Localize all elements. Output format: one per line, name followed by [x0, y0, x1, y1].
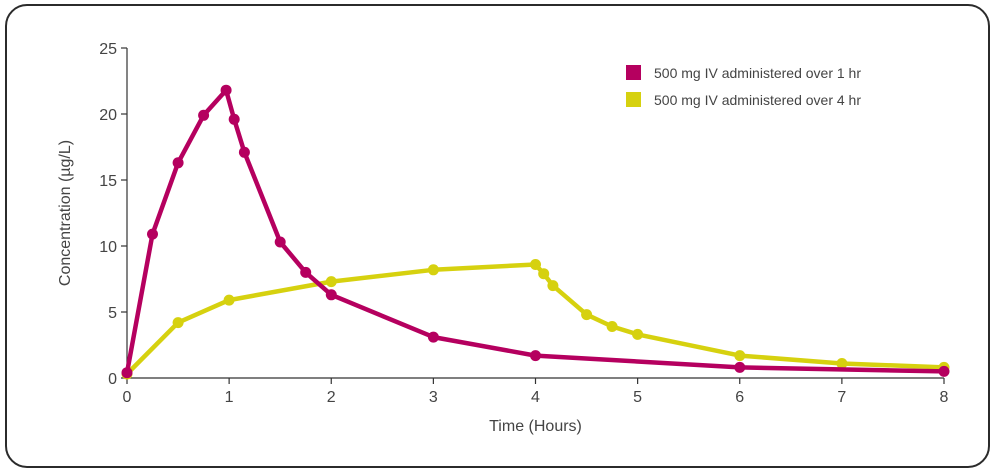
- data-point: [530, 350, 541, 362]
- data-point: [734, 350, 746, 362]
- series-line: [124, 87, 947, 375]
- data-point: [938, 365, 950, 377]
- data-point: [228, 113, 240, 125]
- x-tick-label: 8: [940, 389, 949, 406]
- x-tick-label: 2: [327, 389, 336, 406]
- data-point: [223, 294, 235, 306]
- data-point: [538, 268, 550, 280]
- x-tick-label: 4: [531, 389, 540, 406]
- series-1: [121, 84, 950, 379]
- x-tick-label: 3: [429, 389, 438, 406]
- data-point: [581, 309, 593, 321]
- x-tick-label: 0: [123, 389, 132, 406]
- legend-swatch: [626, 92, 641, 107]
- legend-label: 500 mg IV administered over 1 hr: [654, 65, 861, 81]
- series-line: [124, 262, 947, 377]
- data-point: [530, 259, 541, 270]
- data-point: [325, 289, 337, 301]
- data-point: [734, 361, 746, 373]
- legend-swatch: [626, 65, 641, 80]
- y-tick-label: 5: [108, 305, 117, 322]
- series-layer: [121, 84, 950, 380]
- data-point: [325, 276, 337, 288]
- data-point: [238, 146, 250, 158]
- y-tick-label: 0: [108, 371, 117, 388]
- data-point: [836, 358, 848, 369]
- legend: 500 mg IV administered over 1 hr 500 mg I…: [626, 65, 861, 108]
- data-point: [172, 157, 184, 169]
- series-2: [121, 259, 950, 380]
- data-point: [547, 280, 559, 292]
- data-point: [121, 367, 133, 379]
- data-point: [147, 228, 158, 240]
- data-point: [606, 321, 618, 332]
- y-tick-label: 20: [99, 107, 117, 124]
- ticks: 0 1 2 3 4 5 6 7 8 0 5 10 15 20 25: [99, 41, 948, 406]
- x-tick-label: 6: [735, 389, 744, 406]
- x-tick-label: 1: [225, 389, 234, 406]
- x-axis-label: Time (Hours): [489, 418, 582, 435]
- data-point: [198, 109, 210, 121]
- data-point: [220, 84, 232, 96]
- data-point: [300, 266, 312, 278]
- data-point: [172, 317, 184, 329]
- x-tick-label: 5: [633, 389, 642, 406]
- data-point: [632, 328, 644, 340]
- data-point: [427, 264, 439, 276]
- y-tick-label: 10: [99, 239, 117, 256]
- legend-label: 500 mg IV administered over 4 hr: [654, 92, 861, 108]
- data-point: [427, 331, 439, 343]
- x-tick-label: 7: [837, 389, 846, 406]
- data-point: [274, 236, 286, 248]
- y-tick-label: 25: [99, 41, 117, 58]
- chart-frame: [5, 4, 990, 468]
- y-tick-label: 15: [99, 173, 117, 190]
- y-axis-label: Concentration (µg/L): [57, 140, 74, 286]
